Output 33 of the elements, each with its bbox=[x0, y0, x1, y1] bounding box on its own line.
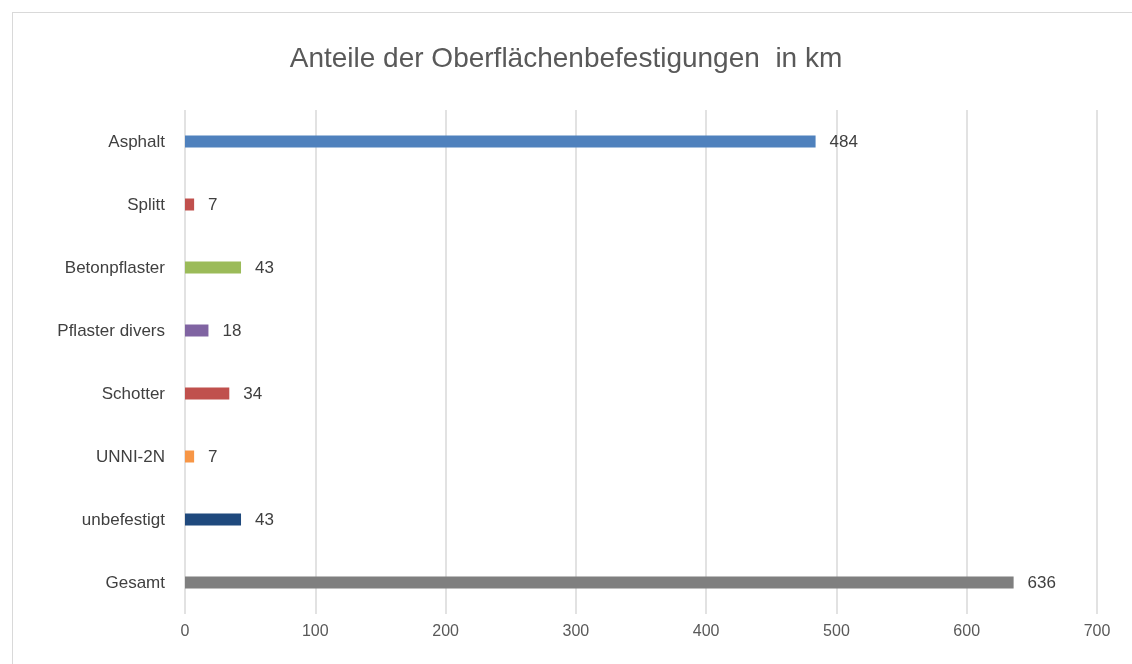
data-label: 43 bbox=[255, 258, 274, 277]
x-tick-label: 300 bbox=[562, 621, 590, 639]
data-label: 7 bbox=[208, 447, 218, 466]
x-tick-label: 500 bbox=[823, 621, 850, 639]
y-tick-label: Splitt bbox=[127, 195, 166, 214]
x-tick-label: 200 bbox=[432, 621, 460, 639]
x-tick-label: 600 bbox=[953, 621, 981, 639]
y-tick-label: Pflaster divers bbox=[57, 321, 165, 340]
x-tick-label: 100 bbox=[301, 621, 329, 639]
data-label: 636 bbox=[1027, 573, 1056, 592]
bar bbox=[185, 198, 195, 211]
bar bbox=[185, 450, 195, 463]
data-label: 34 bbox=[243, 384, 263, 403]
y-tick-label: Asphalt bbox=[108, 132, 166, 151]
data-label: 18 bbox=[222, 321, 242, 340]
bar bbox=[185, 135, 816, 148]
bar bbox=[185, 576, 1014, 589]
data-label: 43 bbox=[255, 510, 274, 529]
y-tick-label: Schotter bbox=[101, 384, 166, 403]
bar bbox=[185, 261, 242, 274]
bar bbox=[185, 513, 242, 526]
x-tick-label: 400 bbox=[692, 621, 720, 639]
y-tick-label: Gesamt bbox=[105, 573, 166, 592]
data-label: 7 bbox=[208, 195, 218, 214]
chart-title: Anteile der Oberflächenbefestigungen in km bbox=[289, 41, 843, 73]
bar bbox=[185, 324, 209, 337]
y-tick-label: Betonpflaster bbox=[64, 258, 166, 277]
x-tick-label: 700 bbox=[1083, 621, 1111, 639]
bar bbox=[185, 387, 230, 400]
y-tick-label: UNNI-2N bbox=[96, 447, 165, 466]
y-tick-label: unbefestigt bbox=[81, 510, 166, 529]
x-tick-label: 0 bbox=[180, 621, 190, 639]
data-label: 484 bbox=[829, 132, 858, 151]
